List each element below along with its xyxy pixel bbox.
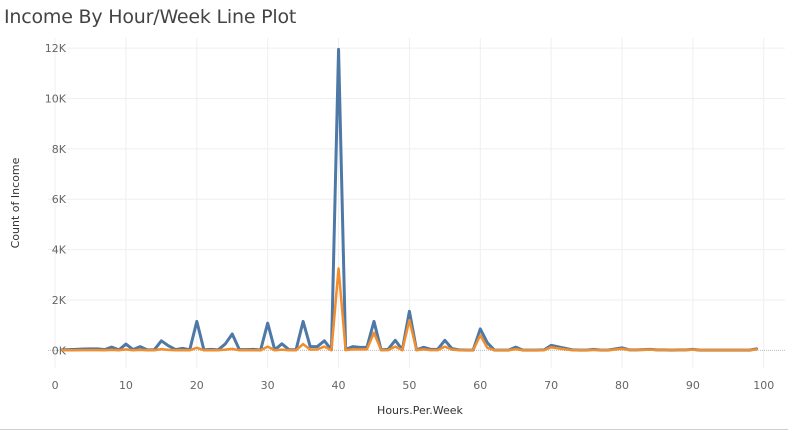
x-tick-label: 80 — [615, 379, 629, 392]
x-axis-label: Hours.Per.Week — [377, 404, 464, 417]
y-tick-label: 6K — [52, 193, 67, 206]
grid — [48, 38, 785, 368]
y-axis-ticks: 0K 2K 4K 6K 8K 10K 12K — [45, 42, 67, 357]
x-tick-label: 30 — [261, 379, 275, 392]
y-tick-label: 12K — [45, 42, 67, 55]
x-tick-label: 100 — [753, 379, 774, 392]
y-tick-label: 0K — [52, 344, 67, 357]
y-tick-label: 8K — [52, 143, 67, 156]
x-tick-label: 90 — [686, 379, 700, 392]
x-tick-label: 50 — [402, 379, 416, 392]
y-axis-label: Count of Income — [9, 157, 22, 248]
x-tick-label: 40 — [332, 379, 346, 392]
x-tick-label: 70 — [544, 379, 558, 392]
series-line-2 — [60, 267, 758, 352]
x-tick-label: 20 — [190, 379, 204, 392]
series-lines — [60, 47, 759, 352]
x-tick-label: 0 — [52, 379, 59, 392]
y-tick-label: 10K — [45, 92, 67, 105]
y-tick-label: 2K — [52, 294, 67, 307]
x-axis-ticks: 0 10 20 30 40 50 60 70 80 90 100 — [52, 379, 775, 392]
x-tick-label: 10 — [119, 379, 133, 392]
x-tick-label: 60 — [473, 379, 487, 392]
chart-title: Income By Hour/Week Line Plot — [4, 6, 297, 28]
y-tick-label: 4K — [52, 244, 67, 257]
